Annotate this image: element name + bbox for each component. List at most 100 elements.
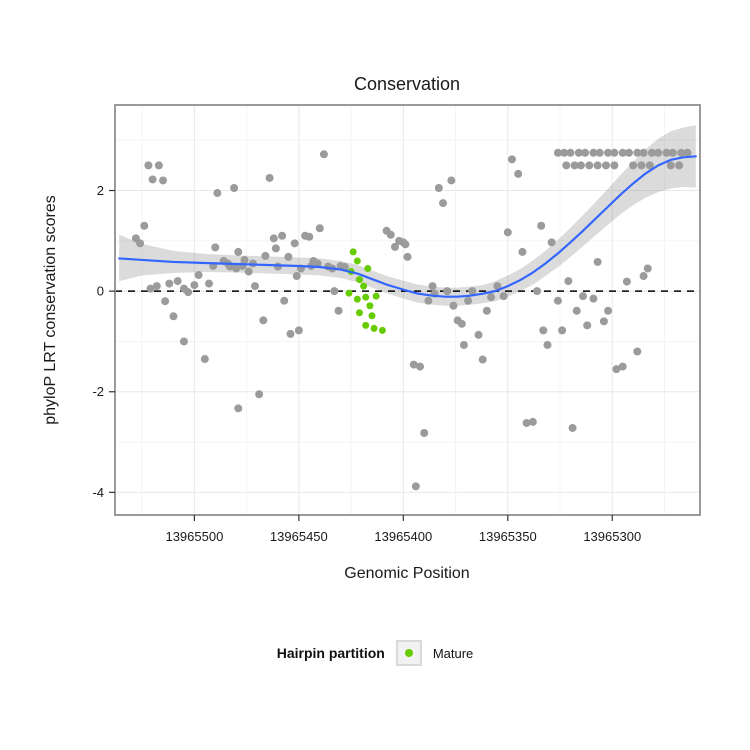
mature-point bbox=[353, 257, 361, 265]
scatter-point bbox=[624, 148, 633, 157]
scatter-point bbox=[457, 319, 466, 328]
scatter-point bbox=[622, 277, 631, 286]
scatter-point bbox=[595, 148, 604, 157]
scatter-point bbox=[633, 347, 642, 356]
scatter-point bbox=[269, 234, 278, 243]
scatter-point bbox=[294, 326, 303, 335]
x-tick-label: 13965450 bbox=[270, 529, 328, 544]
scatter-point bbox=[537, 221, 546, 230]
legend-label-mature: Mature bbox=[432, 645, 474, 661]
scatter-point bbox=[558, 326, 567, 335]
scatter-point bbox=[599, 317, 608, 326]
scatter-point bbox=[411, 482, 420, 491]
scatter-point bbox=[499, 292, 508, 301]
scatter-point bbox=[593, 161, 602, 170]
scatter-point bbox=[643, 264, 652, 273]
scatter-point bbox=[265, 173, 274, 182]
scatter-point bbox=[447, 176, 456, 185]
scatter-point bbox=[159, 176, 168, 185]
scatter-point bbox=[194, 271, 203, 280]
legend: Hairpin partition Mature bbox=[0, 637, 750, 669]
mature-point bbox=[355, 276, 363, 284]
scatter-point bbox=[647, 148, 656, 157]
scatter-point bbox=[459, 340, 468, 349]
scatter-point bbox=[313, 259, 322, 268]
scatter-point bbox=[478, 355, 487, 364]
scatter-point bbox=[633, 148, 642, 157]
scatter-point bbox=[601, 161, 610, 170]
scatter-point bbox=[449, 301, 458, 310]
scatter-point bbox=[409, 360, 418, 369]
scatter-point bbox=[574, 148, 583, 157]
scatter-point bbox=[493, 282, 502, 291]
scatter-point bbox=[403, 252, 412, 261]
scatter-point bbox=[280, 296, 289, 305]
scatter-point bbox=[610, 161, 619, 170]
scatter-point bbox=[428, 282, 437, 291]
scatter-point bbox=[618, 362, 627, 371]
scatter-point bbox=[464, 296, 473, 305]
scatter-point bbox=[487, 293, 496, 302]
scatter-point bbox=[330, 287, 339, 296]
scatter-point bbox=[140, 221, 149, 230]
scatter-point bbox=[250, 282, 259, 291]
scatter-point bbox=[179, 337, 188, 346]
scatter-point bbox=[468, 287, 477, 296]
scatter-point bbox=[169, 312, 178, 321]
scatter-point bbox=[572, 306, 581, 315]
scatter-point bbox=[205, 279, 214, 288]
scatter-point bbox=[386, 230, 395, 239]
scatter-point bbox=[514, 169, 523, 178]
y-tick-label: -2 bbox=[92, 384, 104, 399]
scatter-point bbox=[579, 292, 587, 301]
scatter-point bbox=[637, 161, 646, 170]
mature-point bbox=[349, 248, 357, 256]
scatter-point bbox=[629, 161, 638, 170]
chart-title: Conservation bbox=[354, 74, 460, 94]
scatter-point bbox=[443, 287, 452, 296]
scatter-point bbox=[589, 294, 598, 303]
scatter-point bbox=[255, 390, 264, 399]
scatter-point bbox=[507, 155, 516, 164]
scatter-point bbox=[568, 423, 577, 432]
scatter-point bbox=[645, 161, 654, 170]
mature-point bbox=[355, 309, 363, 317]
scatter-point bbox=[319, 150, 328, 159]
scatter-point bbox=[286, 329, 295, 338]
scatter-point bbox=[416, 362, 425, 371]
scatter-point bbox=[539, 326, 548, 335]
x-tick-label: 13965400 bbox=[374, 529, 432, 544]
x-tick-label: 13965350 bbox=[479, 529, 537, 544]
scatter-point bbox=[144, 161, 153, 170]
scatter-point bbox=[165, 279, 174, 288]
scatter-point bbox=[261, 251, 270, 260]
scatter-point bbox=[522, 418, 531, 427]
scatter-point bbox=[618, 148, 627, 157]
scatter-point bbox=[666, 161, 675, 170]
scatter-point bbox=[576, 161, 585, 170]
scatter-point bbox=[401, 240, 410, 249]
scatter-point bbox=[581, 148, 590, 157]
scatter-point bbox=[583, 321, 592, 330]
mature-point bbox=[362, 293, 370, 301]
scatter-point bbox=[612, 365, 621, 374]
scatter-point bbox=[518, 247, 527, 256]
mature-point bbox=[372, 292, 380, 300]
x-tick-label: 13965500 bbox=[165, 529, 223, 544]
mature-point bbox=[353, 295, 361, 303]
scatter-point bbox=[292, 272, 301, 281]
scatter-point bbox=[240, 255, 249, 264]
scatter-point bbox=[553, 148, 562, 157]
y-tick-label: 0 bbox=[97, 284, 104, 299]
scatter-point bbox=[152, 282, 161, 291]
scatter-point bbox=[675, 161, 684, 170]
plot-panel: 13965500 13965450 13965400 13965350 13965300… bbox=[92, 104, 701, 544]
scatter-point bbox=[244, 267, 253, 276]
scatter-point bbox=[677, 148, 686, 157]
scatter-point bbox=[334, 306, 343, 315]
scatter-point bbox=[230, 184, 239, 193]
x-tick-label: 13965300 bbox=[583, 529, 641, 544]
scatter-point bbox=[146, 284, 155, 293]
scatter-point bbox=[173, 277, 182, 286]
